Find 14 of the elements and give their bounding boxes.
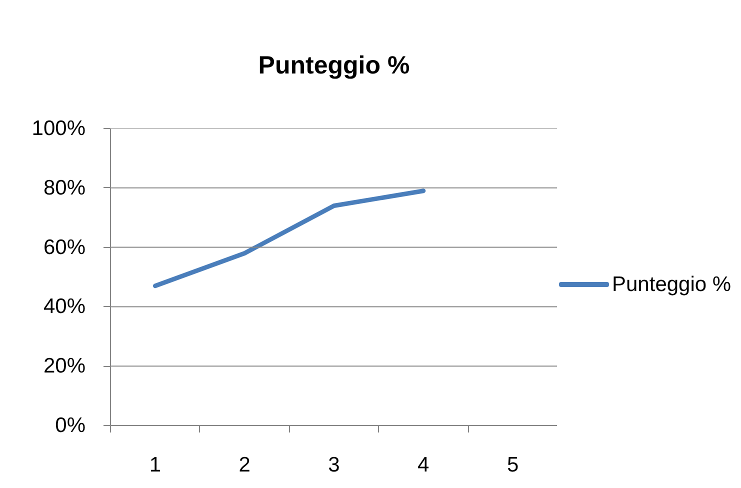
legend-label: Punteggio %	[612, 272, 732, 298]
y-tick-label: 0%	[55, 414, 86, 437]
y-tick-label: 100%	[32, 117, 86, 140]
x-tick-label: 5	[506, 454, 519, 476]
x-tick-label: 4	[418, 454, 430, 476]
chart-title: Punteggio %	[258, 52, 410, 80]
y-tick-label: 40%	[43, 295, 86, 318]
x-tick-label: 3	[328, 454, 340, 476]
y-tick-label: 20%	[43, 354, 86, 378]
x-tick-label: 2	[238, 454, 250, 476]
line-series	[152, 188, 426, 288]
y-tick-label: 80%	[43, 176, 86, 200]
x-tick-label: 1	[149, 454, 162, 476]
y-tick-label: 60%	[43, 236, 86, 259]
